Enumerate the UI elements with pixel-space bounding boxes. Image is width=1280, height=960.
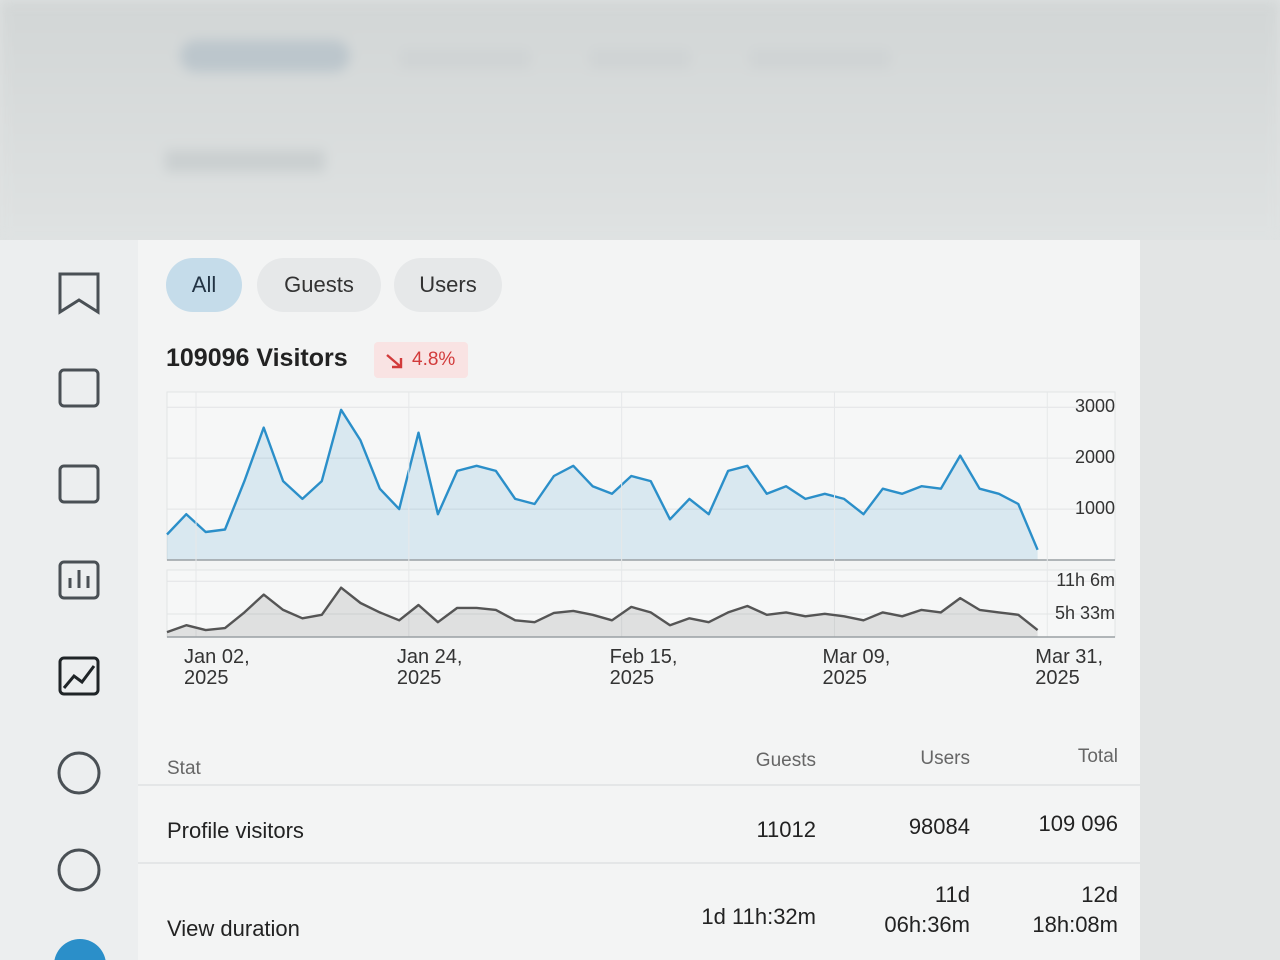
table-cell: 1d 11h:32m [701,904,816,929]
table-cell: 109 096 [1038,811,1118,836]
tab[interactable]: Users [394,258,502,312]
table-header: Users [920,748,970,769]
y-tick-label: 1000 [1074,498,1115,519]
row-label: Profile visitors [167,818,304,843]
headline: 109096 Visitors [166,344,348,372]
row-label: View duration [167,916,300,941]
x-tick-label: Jan 02, 2025 [184,646,250,689]
y-tick-label: 2000 [1074,447,1115,468]
area-fill [167,587,1038,637]
table-cell: 12d 18h:08m [1032,882,1118,937]
x-tick-label: Jan 24, 2025 [396,646,463,689]
side-gap [1140,240,1280,960]
area-fill [167,409,1038,560]
plot-frame [166,391,1116,561]
y-tick-label: 5h 33m [1054,603,1115,624]
y-tick-label: 3000 [1074,396,1115,417]
table-cell: 11d 06h:36m [884,882,970,937]
blurred-header [0,0,1280,240]
change: 4.8% [412,349,456,370]
icon-image[interactable] [58,368,100,408]
change-badge: 4.8% [374,342,468,378]
icon-more[interactable] [57,848,101,892]
table-header: Total [1077,746,1118,767]
sidebar [0,240,138,960]
icon-badge[interactable] [58,272,100,315]
x-tick-label: Mar 09, 2025 [822,646,891,689]
icon-profile[interactable] [57,751,101,795]
series-line [166,586,1039,634]
x-tick-label: Mar 31, 2025 [1035,646,1104,689]
table-header: Guests [755,750,816,771]
x-tick-label: Feb 15, 2025 [609,646,678,689]
icon-trends[interactable] [58,656,100,696]
sidebar-icons [54,272,106,960]
down-arrow [386,354,403,369]
table-cell: 98084 [908,814,970,839]
icon-stats[interactable] [58,560,100,600]
table-cell: 11012 [756,817,816,842]
series-line [166,408,1039,551]
tab[interactable]: All [166,258,242,312]
table-header: Stat [167,758,201,779]
tab[interactable]: Guests [257,258,381,312]
y-tick-label: 11h 6m [1056,570,1115,591]
icon-calendar[interactable] [58,464,100,504]
